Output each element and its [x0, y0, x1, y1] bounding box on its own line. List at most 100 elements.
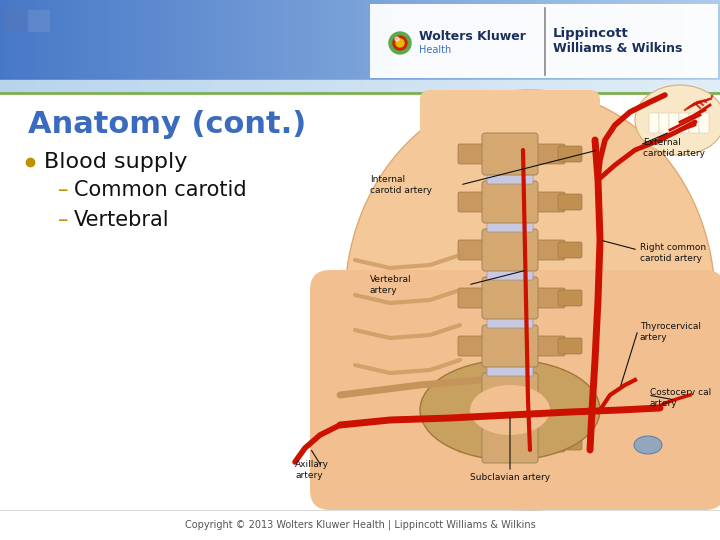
Bar	[263, 0, 266, 80]
Bar	[342, 0, 346, 80]
Bar	[277, 0, 281, 80]
Bar	[68, 80, 72, 93]
Bar	[644, 80, 648, 93]
Bar	[536, 80, 540, 93]
Bar	[317, 0, 320, 80]
Bar	[378, 80, 382, 93]
Bar	[194, 0, 198, 80]
Bar	[277, 80, 281, 93]
Bar	[572, 80, 576, 93]
Bar	[634, 0, 637, 80]
Bar	[688, 0, 691, 80]
Bar	[198, 0, 202, 80]
Bar	[432, 0, 436, 80]
Bar	[508, 0, 511, 80]
Text: Health: Health	[419, 45, 451, 55]
Bar	[302, 80, 306, 93]
Bar	[392, 80, 396, 93]
Bar	[25, 0, 29, 80]
Bar	[97, 80, 101, 93]
Bar	[342, 80, 346, 93]
FancyBboxPatch shape	[533, 288, 565, 308]
Bar	[497, 0, 500, 80]
Bar	[266, 80, 270, 93]
Bar	[554, 80, 558, 93]
Bar	[659, 80, 662, 93]
Bar	[680, 80, 684, 93]
Bar	[475, 0, 479, 80]
Bar	[72, 80, 76, 93]
Bar	[511, 0, 515, 80]
Bar	[450, 80, 454, 93]
Bar	[673, 0, 677, 80]
Bar	[716, 0, 720, 80]
FancyBboxPatch shape	[533, 192, 565, 212]
Bar	[148, 80, 151, 93]
FancyBboxPatch shape	[659, 113, 669, 133]
Bar	[29, 80, 32, 93]
Bar	[101, 80, 104, 93]
Bar	[457, 0, 461, 80]
Bar	[104, 0, 108, 80]
Bar	[65, 80, 68, 93]
Bar	[436, 0, 439, 80]
Bar	[356, 80, 360, 93]
FancyBboxPatch shape	[558, 338, 582, 354]
Bar	[112, 0, 115, 80]
Bar	[295, 80, 299, 93]
Bar	[176, 80, 180, 93]
FancyBboxPatch shape	[649, 113, 659, 133]
Bar	[576, 0, 580, 80]
Bar	[461, 0, 464, 80]
Bar	[140, 80, 144, 93]
FancyBboxPatch shape	[458, 240, 490, 260]
Bar	[230, 0, 234, 80]
Bar	[86, 80, 90, 93]
Bar	[158, 80, 162, 93]
Bar	[68, 0, 72, 80]
Bar	[266, 0, 270, 80]
Bar	[29, 0, 32, 80]
Bar	[295, 0, 299, 80]
Bar	[684, 80, 688, 93]
Bar	[119, 0, 122, 80]
Bar	[410, 0, 414, 80]
FancyBboxPatch shape	[558, 194, 582, 210]
Ellipse shape	[635, 85, 720, 155]
Bar	[317, 80, 320, 93]
Bar	[245, 80, 248, 93]
Bar	[612, 80, 616, 93]
Bar	[529, 80, 533, 93]
Bar	[252, 80, 256, 93]
Bar	[331, 80, 335, 93]
FancyBboxPatch shape	[482, 229, 538, 271]
Bar	[112, 80, 115, 93]
Bar	[558, 80, 562, 93]
Bar	[702, 80, 706, 93]
Bar	[79, 80, 83, 93]
Circle shape	[389, 32, 411, 54]
Bar	[227, 0, 230, 80]
Bar	[158, 0, 162, 80]
Bar	[396, 0, 400, 80]
Bar	[180, 0, 184, 80]
Bar	[151, 80, 155, 93]
Bar	[648, 80, 652, 93]
Bar	[590, 80, 594, 93]
Bar	[695, 80, 698, 93]
Bar	[493, 0, 497, 80]
Bar	[486, 0, 490, 80]
Bar	[90, 0, 94, 80]
Bar	[580, 80, 583, 93]
FancyBboxPatch shape	[482, 181, 538, 223]
Bar	[511, 80, 515, 93]
FancyBboxPatch shape	[325, 395, 715, 505]
Bar	[324, 0, 328, 80]
FancyBboxPatch shape	[533, 336, 565, 356]
Bar	[194, 80, 198, 93]
Bar	[536, 0, 540, 80]
Bar	[83, 80, 86, 93]
Bar	[252, 0, 256, 80]
Bar	[212, 0, 216, 80]
Text: Thyrocervical
artery: Thyrocervical artery	[640, 322, 701, 342]
